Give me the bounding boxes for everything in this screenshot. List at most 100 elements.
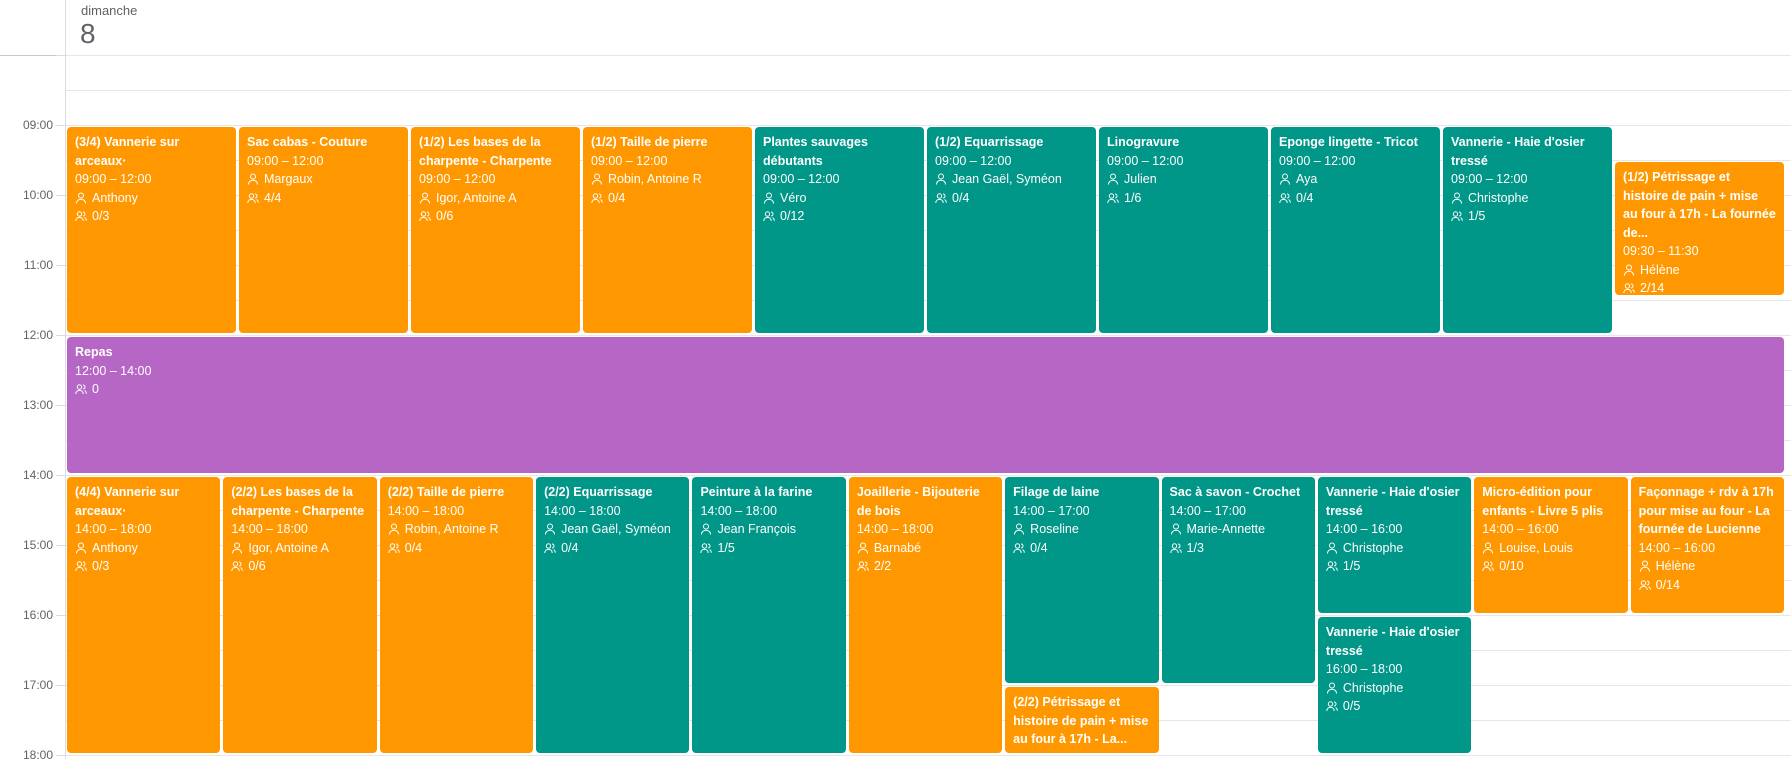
event[interactable]: (1/2) Taille de pierre 09:00 – 12:00 Robin… (583, 127, 752, 333)
event-host-row: Christophe (1326, 539, 1463, 558)
tick (56, 545, 65, 546)
event-count: 0/5 (1342, 699, 1361, 713)
event-host-row: Barnabé (857, 539, 994, 558)
event[interactable]: Sac cabas - Couture 09:00 – 12:00 Margaux 4… (239, 127, 408, 333)
event-count-row: 0/4 (935, 189, 1088, 208)
event[interactable]: Peinture à la farine 14:00 – 18:00 Jean Fr… (692, 477, 846, 753)
event-host: Igor, Antoine A (436, 190, 517, 205)
event[interactable]: (2/2) Taille de pierre 14:00 – 18:00 Robin… (379, 477, 534, 753)
person-icon (1326, 682, 1337, 694)
event-title: Façonnage + rdv à 17h pour mise au four … (1638, 485, 1774, 536)
count-icon (763, 211, 775, 222)
tick (56, 405, 65, 406)
person-icon (764, 192, 774, 204)
event-host-row: Jean Gaël, Syméon (935, 170, 1088, 189)
event-count: 0 (92, 382, 99, 396)
event-count: 0/10 (1499, 559, 1524, 573)
tick (56, 685, 65, 686)
event[interactable]: (1/2) Pétrissage et histoire de pain + m… (1615, 162, 1784, 295)
event-count-row: 2/2 (857, 557, 994, 576)
event-host: Hélène (1655, 559, 1696, 573)
event-host-row: Christophe (1326, 679, 1463, 698)
event[interactable]: Vannerie - Haie d'osier tressé 14:00 – 16… (1317, 477, 1472, 613)
event[interactable]: (3/4) Vannerie sur arceaux· 09:00 – 12:00… (67, 127, 236, 333)
event[interactable]: Façonnage + rdv à 17h pour mise au four … (1630, 477, 1784, 613)
event-time: 14:00 – 16:00 (1482, 522, 1559, 536)
event[interactable]: Sac à savon - Crochet 14:00 – 17:00 Marie-… (1161, 477, 1315, 683)
event-count-row: 0/6 (419, 207, 572, 226)
event-title: Peinture à la farine (700, 485, 813, 499)
event-host: Jean Gaël, Syméon (561, 522, 671, 536)
hour-label: 12:00 (22, 328, 53, 342)
event-count-row: 0/4 (544, 539, 681, 558)
event[interactable]: Linogravure 09:00 – 12:00 Julien 1/6 (1099, 127, 1268, 333)
tick (56, 55, 65, 56)
event-time: 09:00 – 12:00 (591, 153, 668, 168)
event[interactable]: (1/2) Les bases de la charpente - Charpe… (411, 127, 580, 333)
event-count: 1/5 (1468, 209, 1486, 223)
event[interactable]: Vannerie - Haie d'osier tressé 16:00 – 18… (1317, 617, 1472, 753)
hour-label: 16:00 (22, 608, 53, 622)
person-icon (1014, 523, 1025, 535)
event[interactable]: Vannerie - Haie d'osier tressé 09:00 – 12… (1443, 127, 1612, 333)
event-title: (4/4) Vannerie sur arceaux· (75, 485, 180, 518)
event-host-row: Hélène (1623, 261, 1776, 280)
tick (56, 265, 65, 266)
person-icon (1170, 523, 1181, 535)
event-count: 0/3 (92, 209, 110, 223)
event-title: Vannerie - Haie d'osier tressé (1325, 485, 1460, 518)
event-time: 14:00 – 16:00 (1638, 540, 1716, 555)
event-title: Joaillerie - Bijouterie de bois (856, 485, 980, 518)
event[interactable]: Plantes sauvages débutants 09:00 – 12:00 V… (755, 127, 924, 333)
event-host: Robin, Antoine R (404, 522, 499, 536)
grid-line (66, 90, 1791, 91)
count-icon (388, 543, 400, 553)
count-icon (700, 543, 713, 553)
event-count-row: 1/5 (1326, 557, 1463, 576)
event-host-row: Anthony (75, 189, 228, 208)
count-icon (1326, 561, 1338, 572)
event-count-row: 0/5 (1326, 697, 1463, 716)
event-count-row: 0/4 (1013, 539, 1150, 558)
event-host-row: Jean Gaël, Syméon (544, 520, 681, 539)
hour-label: 15:00 (22, 538, 53, 552)
event[interactable]: (1/2) Equarrissage 09:00 – 12:00 Jean Gaël… (927, 127, 1096, 333)
event[interactable]: (2/2) Les bases de la charpente - Charpe… (223, 477, 377, 753)
day-number[interactable]: 8 (80, 18, 96, 49)
event-host: Louise, Louis (1499, 540, 1573, 555)
event[interactable]: (2/2) Pétrissage et histoire de pain + m… (1005, 687, 1159, 753)
event-time: 14:00 – 18:00 (231, 522, 308, 536)
event-host: Christophe (1342, 680, 1404, 695)
event-host-row: Anthony (75, 539, 212, 558)
event-host: Anthony (92, 190, 138, 205)
event[interactable]: Joaillerie - Bijouterie de bois 14:00 – 1… (848, 477, 1003, 753)
event-count: 2/2 (873, 559, 892, 573)
grid-line (66, 125, 1791, 126)
count-icon (1326, 701, 1338, 712)
event-count: 2/14 (1640, 281, 1665, 295)
event-title: (1/2) Taille de pierre (591, 135, 708, 149)
event[interactable]: (2/2) Equarrissage 14:00 – 18:00 Jean Gaël… (536, 477, 690, 753)
count-icon (231, 561, 244, 572)
event[interactable]: Eponge lingette - Tricot 09:00 – 12:00 Aya… (1271, 127, 1440, 333)
event-host: Igor, Antoine A (248, 540, 329, 555)
event-title: Repas (75, 345, 113, 359)
event-host: Aya (1296, 172, 1318, 186)
event-title: (1/2) Pétrissage et histoire de pain + m… (1623, 170, 1776, 240)
tick (56, 195, 65, 196)
event-host-row: Robin, Antoine R (591, 170, 744, 189)
weekday: dimanche (81, 3, 138, 18)
event-host: Véro (780, 190, 807, 205)
hour-label: 10:00 (22, 188, 53, 202)
event[interactable]: (4/4) Vannerie sur arceaux· 14:00 – 18:00… (67, 477, 221, 753)
event-host: Julien (1124, 172, 1157, 186)
event-host-row: Igor, Antoine A (419, 189, 572, 208)
event[interactable]: Micro-édition pour enfants - Livre 5 pli… (1474, 477, 1628, 613)
event-time: 14:00 – 17:00 (1169, 503, 1246, 518)
event-title: (1/2) Equarrissage (935, 135, 1044, 149)
event-count: 4/4 (264, 190, 282, 205)
event-host: Roseline (1030, 522, 1079, 536)
event[interactable]: Filage de laine 14:00 – 17:00 Roseline 0/4 (1005, 477, 1159, 683)
event-host-row: Jean François (700, 520, 837, 539)
event[interactable]: Repas 12:00 – 14:00 0 (67, 337, 1784, 473)
